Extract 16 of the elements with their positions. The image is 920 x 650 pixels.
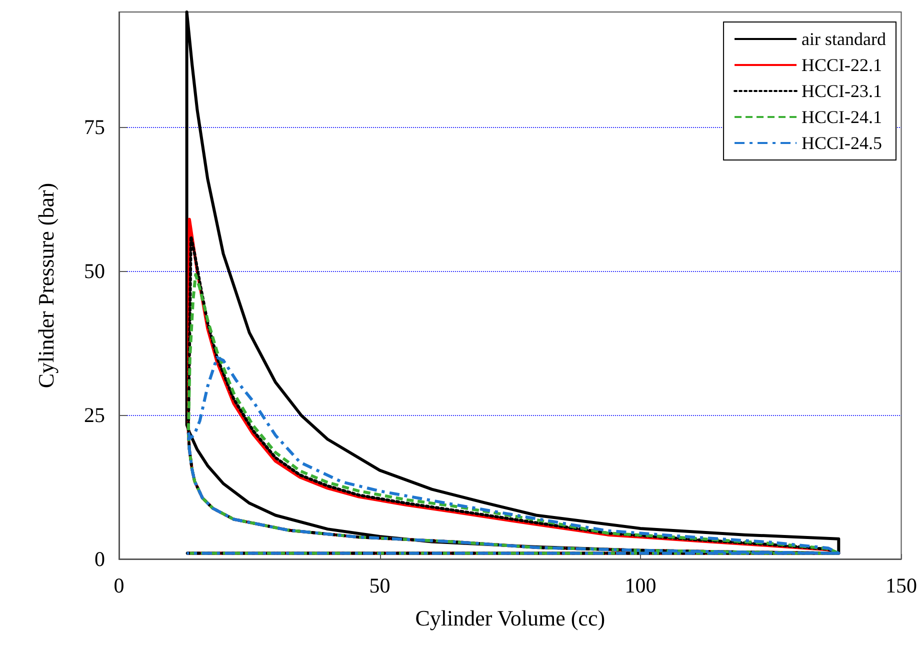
y-tick-label: 75 — [84, 115, 105, 140]
legend-label: air standard — [802, 29, 886, 49]
x-tick-label: 100 — [624, 574, 656, 598]
y-tick-label: 25 — [84, 403, 105, 428]
y-tick-label: 50 — [84, 259, 105, 284]
y-tick-label: 0 — [94, 547, 105, 571]
x-tick-label: 0 — [114, 574, 124, 598]
x-tick-label: 50 — [369, 574, 390, 598]
x-tick-label: 150 — [886, 574, 917, 598]
x-axis-title: Cylinder Volume (cc) — [415, 606, 606, 630]
y-axis-title: Cylinder Pressure (bar) — [34, 182, 58, 388]
legend-label: HCCI-22.1 — [802, 55, 882, 75]
legend-label: HCCI-24.5 — [802, 133, 882, 153]
line-series — [185, 356, 840, 555]
legend-label: HCCI-23.1 — [802, 81, 882, 101]
legend-label: HCCI-24.1 — [802, 107, 882, 127]
